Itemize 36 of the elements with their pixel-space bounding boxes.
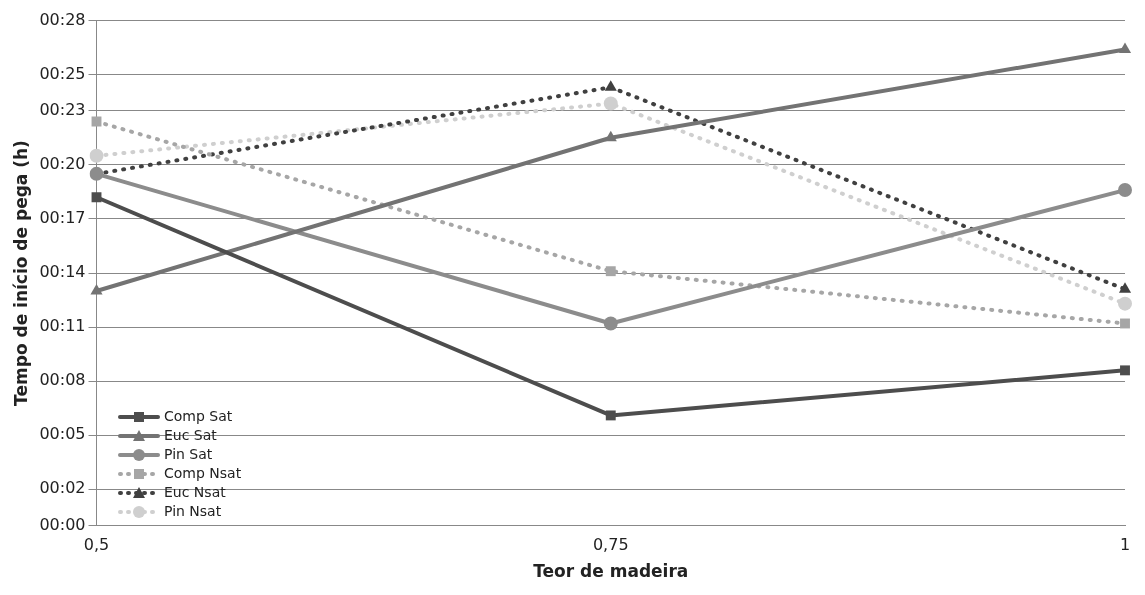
- legend-label: Euc Nsat: [164, 483, 226, 502]
- y-tick-label: 00:11: [39, 316, 86, 336]
- point: [1118, 296, 1132, 311]
- point: [605, 266, 616, 277]
- y-tick-label: 00:28: [39, 9, 86, 29]
- point: [1120, 318, 1130, 329]
- x-tick-label: 0,75: [592, 535, 629, 555]
- y-tick-label: 00:02: [39, 478, 86, 498]
- point: [603, 316, 618, 331]
- point: [1118, 183, 1132, 198]
- point: [605, 410, 616, 421]
- x-axis-title: Teor de madeira: [533, 561, 689, 582]
- y-tick-label: 00:20: [39, 153, 86, 173]
- point: [90, 284, 103, 295]
- point: [91, 116, 102, 127]
- y-tick-label: 00:14: [39, 262, 86, 282]
- y-tick-label: 00:17: [39, 208, 86, 228]
- y-tick-label: 00:25: [39, 63, 86, 83]
- point: [89, 148, 104, 163]
- point: [1120, 365, 1130, 376]
- legend-label: Pin Nsat: [164, 502, 222, 521]
- x-tick-label: 1: [1119, 535, 1131, 555]
- legend-label: Comp Sat: [164, 407, 233, 426]
- point: [604, 130, 617, 142]
- point: [91, 192, 102, 203]
- y-tick-label: 00:00: [39, 514, 86, 534]
- y-tick-label: 00:08: [39, 370, 86, 390]
- legend-label: Euc Sat: [164, 426, 217, 445]
- y-tick-label: 00:05: [39, 424, 86, 444]
- x-tick-label: 0,5: [83, 535, 110, 555]
- y-tick-label: 00:23: [39, 99, 86, 119]
- legend-label: Comp Nsat: [164, 464, 242, 483]
- point: [603, 96, 618, 111]
- point: [1118, 42, 1132, 53]
- legend-label: Pin Sat: [164, 445, 213, 464]
- y-axis-title: Tempo de início de pega (h): [10, 140, 31, 406]
